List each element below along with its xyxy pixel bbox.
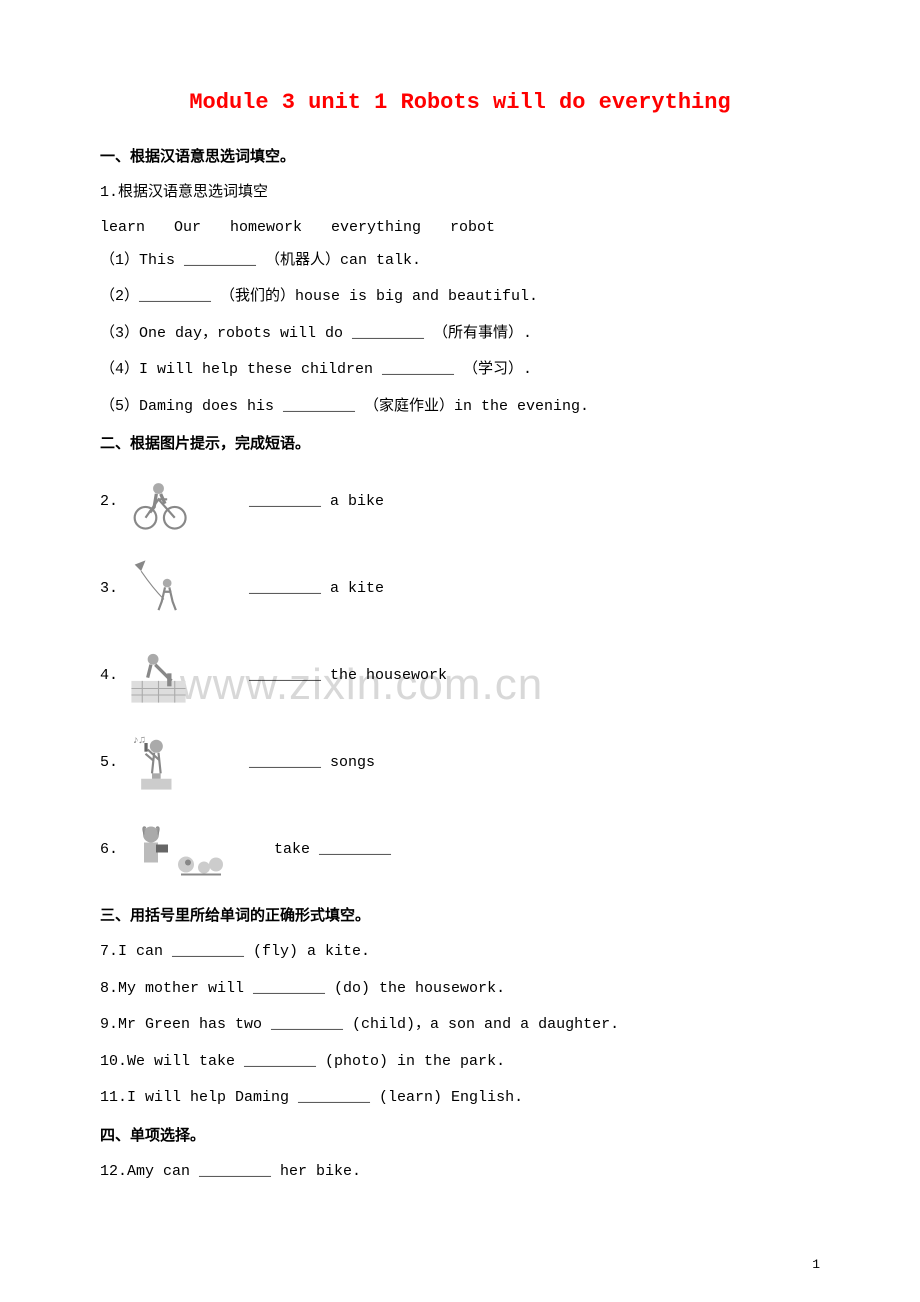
s2-text-3: ________ the housework (249, 667, 447, 684)
s2-row-5: 6. take ________ (100, 817, 820, 882)
s2-num-4: 5. (100, 754, 120, 771)
document-content: Module 3 unit 1 Robots will do everythin… (100, 90, 820, 1183)
s3-item-4: 10.We will take ________ (photo) in the … (100, 1051, 820, 1074)
section3-header: 三、用括号里所给单词的正确形式填空。 (100, 904, 820, 925)
s1-item-1: （1）This ________ （机器人）can talk. (100, 250, 820, 273)
s2-num-5: 6. (100, 841, 120, 858)
kite-image (126, 556, 191, 621)
s2-text-5: take ________ (274, 841, 391, 858)
s2-row-3: 4. ________ the housework (100, 643, 820, 708)
s2-num-1: 2. (100, 493, 120, 510)
s1-item-2: （2）________ （我们的）house is big and beauti… (100, 286, 820, 309)
s1-item-4: （4）I will help these children ________ （… (100, 359, 820, 382)
s2-row-4: 5. ♪♫ ________ songs (100, 730, 820, 795)
section1-header: 一、根据汉语意思选词填空。 (100, 145, 820, 166)
svg-text:♪♫: ♪♫ (133, 735, 146, 747)
s2-text-1: ________ a bike (249, 493, 384, 510)
section4-header: 四、单项选择。 (100, 1124, 820, 1145)
section1-intro: 1.根据汉语意思选词填空 (100, 182, 820, 205)
s1-item-3: （3）One day，robots will do ________ （所有事情… (100, 323, 820, 346)
housework-image (126, 643, 191, 708)
s3-item-5: 11.I will help Daming ________ (learn) E… (100, 1087, 820, 1110)
s1-item-5: （5）Daming does his ________ （家庭作业）in the… (100, 396, 820, 419)
s3-item-3: 9.Mr Green has two ________ (child)，a so… (100, 1014, 820, 1037)
s2-row-2: 3. ________ a kite (100, 556, 820, 621)
s3-item-2: 8.My mother will ________ (do) the house… (100, 978, 820, 1001)
module-title: Module 3 unit 1 Robots will do everythin… (100, 90, 820, 115)
page-number: 1 (812, 1257, 820, 1272)
bike-image (126, 469, 191, 534)
s2-text-2: ________ a kite (249, 580, 384, 597)
photo-image (126, 817, 226, 882)
s3-item-1: 7.I can ________ (fly) a kite. (100, 941, 820, 964)
s2-num-3: 4. (100, 667, 120, 684)
s2-num-2: 3. (100, 580, 120, 597)
s2-text-4: ________ songs (249, 754, 375, 771)
songs-image: ♪♫ (126, 730, 191, 795)
s2-row-1: 2. ________ a bike (100, 469, 820, 534)
s4-item-1: 12.Amy can ________ her bike. (100, 1161, 820, 1184)
section2-header: 二、根据图片提示，完成短语。 (100, 432, 820, 453)
word-bank: learn Our homework everything robot (100, 219, 820, 236)
